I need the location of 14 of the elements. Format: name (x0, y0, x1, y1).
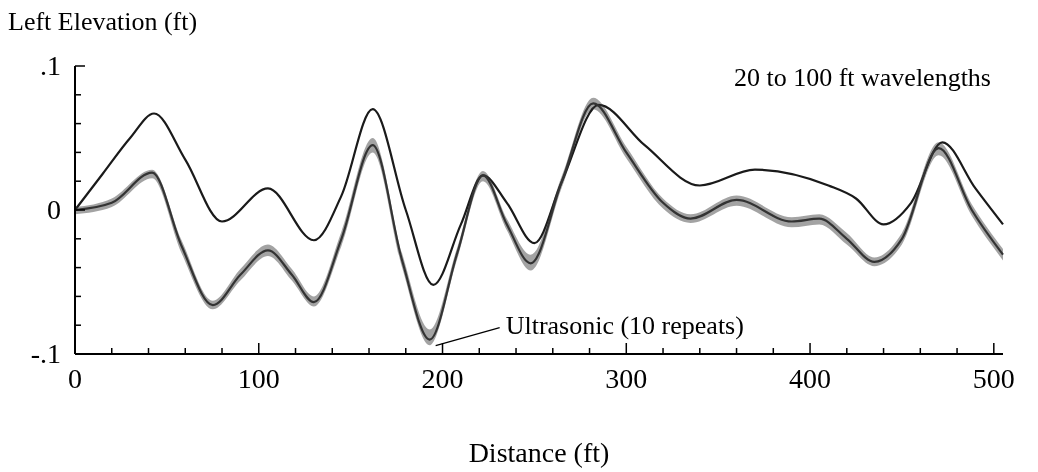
x-tick-label: 200 (421, 363, 464, 394)
x-tick-label: 400 (789, 363, 832, 394)
y-tick-label: .1 (40, 50, 61, 81)
x-axis-title: Distance (ft) (468, 437, 610, 468)
text: Ultrasonic (10 repeats) (505, 310, 744, 340)
y-tick-label: 0 (47, 194, 61, 225)
x-tick-label: 300 (605, 363, 648, 394)
x-tick-label: 0 (68, 363, 82, 394)
y-tick-label: -.1 (30, 338, 61, 369)
y-axis-title: Left Elevation (ft) (8, 7, 198, 36)
line-series (73, 103, 1005, 286)
annotation: 20 to 100 ft wavelengths (733, 63, 991, 92)
x-tick-label: 100 (237, 363, 280, 394)
x-tick-label: 500 (972, 363, 1015, 394)
